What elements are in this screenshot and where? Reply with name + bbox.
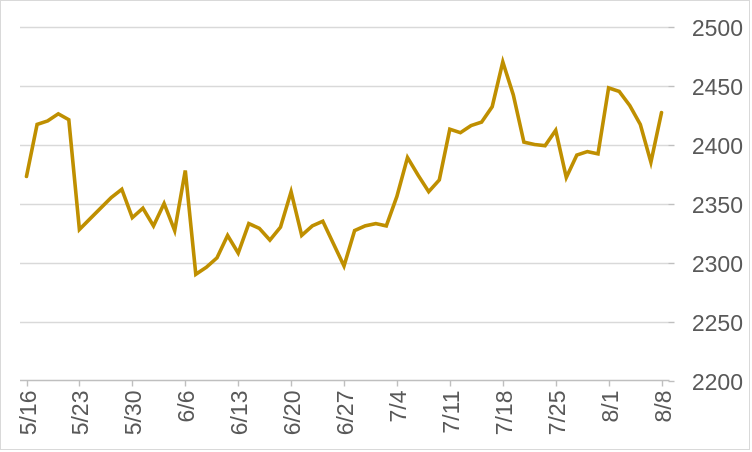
x-axis-label: 5/30 <box>120 391 146 436</box>
x-axis-label: 5/23 <box>67 391 93 436</box>
y-axis-label: 2350 <box>692 192 743 218</box>
y-axis-tick-marks <box>668 26 675 383</box>
price-line <box>24 55 664 278</box>
x-axis-label: 8/1 <box>597 391 623 423</box>
x-axis-label: 7/4 <box>385 390 411 422</box>
x-axis-labels: 5/16 5/23 5/30 6/6 6/13 6/20 6/27 7/4 7/11 7/18 7/… <box>15 390 676 435</box>
price-line-series <box>24 55 664 278</box>
x-axis-label: 7/11 <box>438 391 464 434</box>
x-axis-label: 7/25 <box>544 391 570 436</box>
y-axis-labels: 2500 2450 2400 2350 2300 2250 2200 <box>692 15 743 395</box>
y-axis-label: 2400 <box>692 133 743 159</box>
y-axis-label: 2300 <box>692 251 743 277</box>
x-axis-label: 6/6 <box>173 391 199 423</box>
y-axis-label: 2500 <box>692 15 743 41</box>
x-axis-label: 6/27 <box>332 391 358 436</box>
y-axis-label: 2200 <box>692 369 743 395</box>
x-axis-label: 6/13 <box>226 391 252 436</box>
x-axis-tick-marks <box>26 380 664 387</box>
y-axis-label: 2250 <box>692 310 743 336</box>
x-axis-label: 8/8 <box>650 391 676 423</box>
x-axis-label: 5/16 <box>15 391 41 436</box>
x-axis-label: 6/20 <box>279 391 305 436</box>
x-axis-label: 7/18 <box>491 391 517 436</box>
y-axis-label: 2450 <box>692 74 743 100</box>
gridlines <box>20 26 669 324</box>
